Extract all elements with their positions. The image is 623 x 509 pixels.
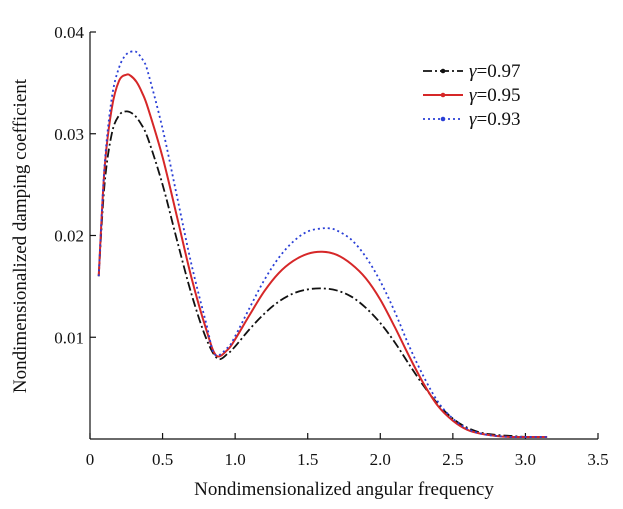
y-ticks: 0.01 0.02 0.03 0.04: [54, 23, 96, 347]
x-tick-label: 2.5: [442, 450, 463, 469]
legend-label: γ=0.97: [469, 61, 520, 82]
x-axis-title: Nondimensionalized angular frequency: [194, 479, 494, 500]
series-lines: [97, 50, 548, 439]
legend-marker: [440, 92, 446, 98]
series-line-3: [97, 50, 548, 438]
x-tick-label: 0: [86, 450, 95, 469]
y-tick-label: 0.03: [54, 125, 84, 144]
y-tick-label: 0.04: [54, 23, 84, 42]
plot-area: 0 0.5 1.0 1.5 2.0 2.5 3.0 3.5 0.01 0.02 0.03 0.04: [54, 23, 608, 469]
y-tick-label: 0.01: [54, 328, 84, 347]
x-ticks: 0 0.5 1.0 1.5 2.0 2.5 3.0 3.5: [86, 433, 609, 469]
legend-label: γ=0.95: [469, 85, 520, 106]
legend-marker: [440, 116, 446, 122]
legend-marker: [440, 68, 446, 74]
series-line-2: [97, 73, 548, 439]
legend-label: γ=0.93: [469, 109, 520, 130]
y-axis-title: Nondimensionalized damping coefficient: [10, 78, 31, 393]
x-tick-label: 1.0: [225, 450, 246, 469]
y-tick-label: 0.02: [54, 227, 84, 246]
x-tick-label: 1.5: [297, 450, 318, 469]
x-tick-label: 3.0: [515, 450, 536, 469]
x-tick-label: 3.5: [587, 450, 608, 469]
series-line-1: [97, 110, 548, 438]
x-tick-label: 2.0: [370, 450, 391, 469]
legend: γ=0.97 γ=0.95 γ=0.93: [423, 61, 520, 130]
x-tick-label: 0.5: [152, 450, 173, 469]
